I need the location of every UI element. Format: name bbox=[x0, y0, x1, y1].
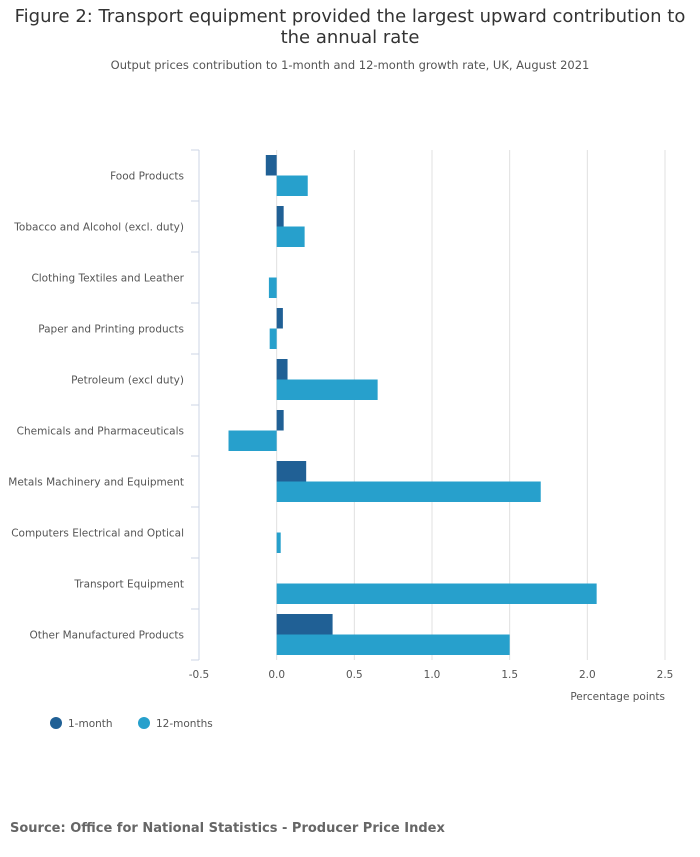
category-label: Paper and Printing products bbox=[38, 324, 184, 336]
legend-label: 1-month bbox=[68, 718, 113, 730]
category-label: Food Products bbox=[110, 171, 184, 183]
legend-marker bbox=[50, 717, 62, 729]
category-label: Petroleum (excl duty) bbox=[71, 375, 184, 387]
category-label: Chemicals and Pharmaceuticals bbox=[17, 426, 184, 438]
category-label: Tobacco and Alcohol (excl. duty) bbox=[13, 222, 184, 234]
bar-1-month bbox=[276, 461, 307, 482]
bar-12-months bbox=[269, 328, 277, 349]
bar-12-months bbox=[276, 379, 378, 400]
bar-12-months bbox=[268, 277, 277, 298]
bar-1-month bbox=[276, 359, 288, 380]
bar-1-month bbox=[276, 410, 284, 431]
x-tick-label: 0.5 bbox=[346, 669, 363, 681]
bar-1-month bbox=[276, 614, 333, 635]
category-label: Transport Equipment bbox=[73, 579, 184, 591]
x-axis-label: Percentage points bbox=[570, 691, 665, 703]
x-tick-label: -0.5 bbox=[189, 669, 210, 681]
source-note: Source: Office for National Statistics -… bbox=[10, 821, 445, 836]
category-label: Computers Electrical and Optical bbox=[11, 528, 184, 540]
bar-1-month bbox=[265, 155, 277, 176]
bar-1-month bbox=[276, 206, 284, 227]
chart-subtitle: Output prices contribution to 1-month an… bbox=[110, 58, 590, 72]
x-tick-label: 2.0 bbox=[579, 669, 596, 681]
category-label: Metals Machinery and Equipment bbox=[8, 477, 184, 489]
bar-12-months bbox=[276, 481, 541, 502]
bar-12-months bbox=[276, 583, 597, 604]
x-tick-label: 1.0 bbox=[424, 669, 441, 681]
category-label: Other Manufactured Products bbox=[29, 630, 184, 642]
x-tick-label: 1.5 bbox=[501, 669, 518, 681]
legend-label: 12-months bbox=[156, 718, 213, 730]
bar-12-months bbox=[276, 226, 305, 247]
x-tick-label: 2.5 bbox=[657, 669, 674, 681]
bar-12-months bbox=[228, 430, 277, 451]
chart-plot: -0.5 0.0 0.5 1.0 1.5 2.0 2.5 Food Products Tobac… bbox=[8, 149, 674, 730]
bar-1-month bbox=[276, 308, 283, 329]
bar-12-months bbox=[276, 634, 510, 655]
category-label: Clothing Textiles and Leather bbox=[31, 273, 184, 285]
chart-title: Figure 2: Transport equipment provided t… bbox=[14, 6, 686, 48]
x-tick-label: 0.0 bbox=[268, 669, 285, 681]
bar-12-months bbox=[276, 175, 308, 196]
bar-12-months bbox=[276, 532, 281, 553]
legend-marker bbox=[138, 717, 150, 729]
